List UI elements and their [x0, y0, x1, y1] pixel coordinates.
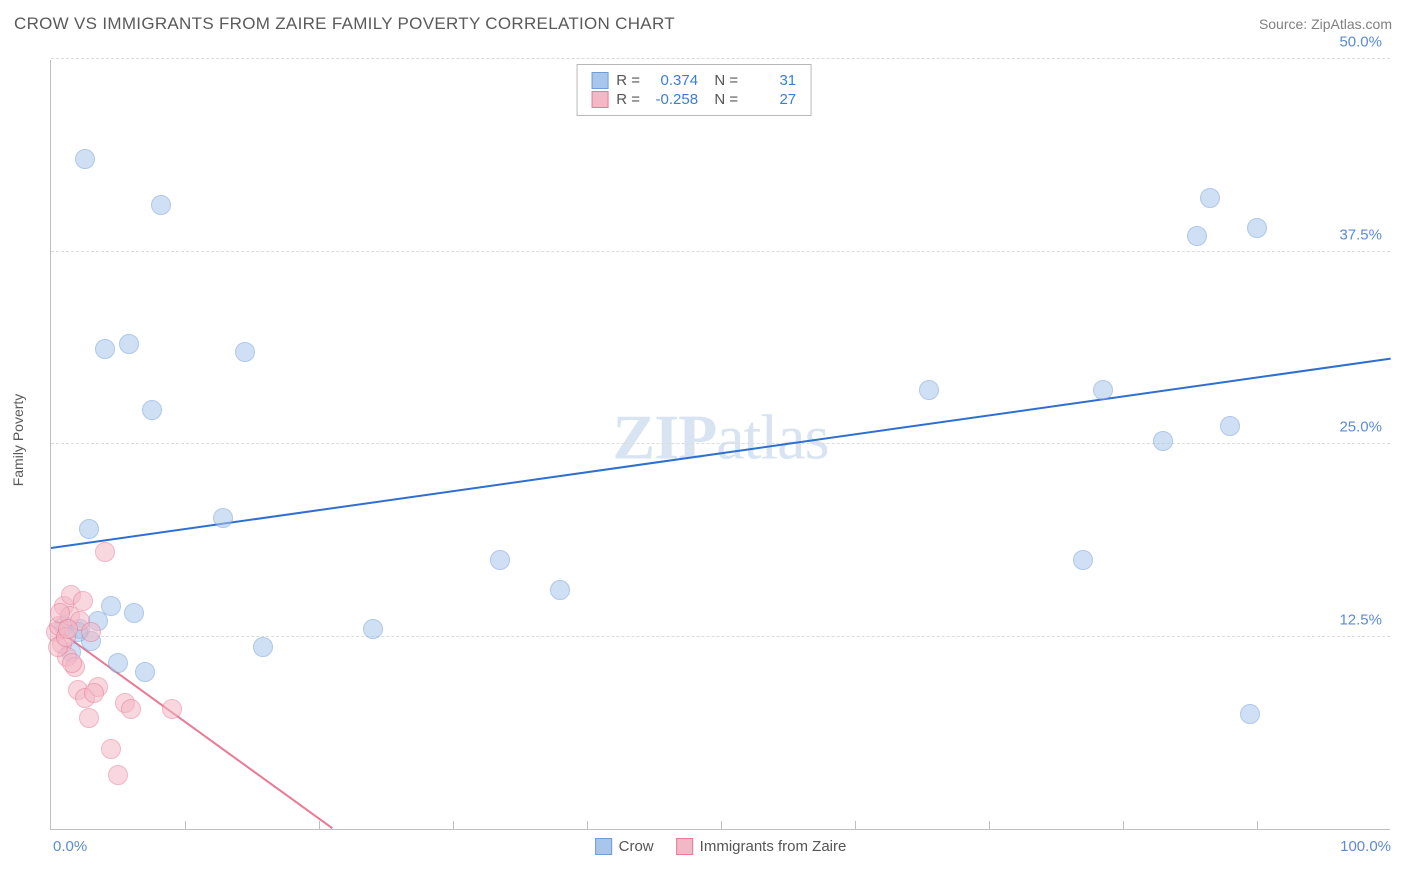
stat-r-label: R = [616, 91, 640, 108]
stats-row-zaire: R = -0.258 N = 27 [591, 90, 796, 109]
data-point [58, 619, 78, 639]
data-point [213, 508, 233, 528]
data-point [1187, 226, 1207, 246]
data-point [363, 619, 383, 639]
data-point [62, 653, 82, 673]
data-point [121, 699, 141, 719]
data-point [95, 542, 115, 562]
data-point [119, 334, 139, 354]
x-minor-tick [453, 821, 454, 829]
data-point [1220, 416, 1240, 436]
data-point [84, 683, 104, 703]
y-tick-label: 12.5% [1332, 611, 1382, 628]
source-attribution: Source: ZipAtlas.com [1259, 16, 1392, 32]
trend-line [51, 357, 1391, 548]
stat-r-value-crow: 0.374 [648, 72, 698, 89]
swatch-crow [591, 72, 608, 89]
stat-n-value-crow: 31 [746, 72, 796, 89]
data-point [124, 603, 144, 623]
data-point [253, 637, 273, 657]
data-point [95, 339, 115, 359]
watermark-atlas: atlas [716, 401, 828, 472]
data-point [1093, 380, 1113, 400]
y-tick-label: 50.0% [1332, 34, 1382, 51]
data-point [1153, 431, 1173, 451]
gridline-h [51, 443, 1390, 444]
stat-n-label: N = [706, 91, 738, 108]
data-point [1200, 188, 1220, 208]
data-point [1247, 218, 1267, 238]
x-minor-tick [185, 821, 186, 829]
gridline-h [51, 251, 1390, 252]
chart-header: CROW VS IMMIGRANTS FROM ZAIRE FAMILY POV… [14, 14, 1392, 34]
x-minor-tick [855, 821, 856, 829]
x-tick-label: 0.0% [53, 838, 87, 855]
stat-n-value-zaire: 27 [746, 91, 796, 108]
x-tick-label: 100.0% [1340, 838, 1391, 855]
data-point [101, 739, 121, 759]
y-tick-label: 25.0% [1332, 419, 1382, 436]
y-tick-label: 37.5% [1332, 226, 1382, 243]
gridline-h [51, 636, 1390, 637]
data-point [108, 765, 128, 785]
x-minor-tick [587, 821, 588, 829]
correlation-stats-box: R = 0.374 N = 31 R = -0.258 N = 27 [576, 64, 811, 116]
legend-swatch-zaire [676, 838, 693, 855]
legend-label-crow: Crow [619, 838, 654, 855]
data-point [235, 342, 255, 362]
data-point [108, 653, 128, 673]
stat-r-label: R = [616, 72, 640, 89]
stat-n-label: N = [706, 72, 738, 89]
x-minor-tick [721, 821, 722, 829]
x-minor-tick [989, 821, 990, 829]
data-point [79, 519, 99, 539]
data-point [75, 149, 95, 169]
data-point [142, 400, 162, 420]
chart-title: CROW VS IMMIGRANTS FROM ZAIRE FAMILY POV… [14, 14, 675, 34]
data-point [162, 699, 182, 719]
legend-label-zaire: Immigrants from Zaire [700, 838, 847, 855]
data-point [135, 662, 155, 682]
data-point [79, 708, 99, 728]
data-point [1073, 550, 1093, 570]
legend-item-zaire: Immigrants from Zaire [676, 838, 847, 855]
data-point [73, 591, 93, 611]
legend: Crow Immigrants from Zaire [595, 838, 847, 855]
gridline-h [51, 58, 1390, 59]
data-point [490, 550, 510, 570]
legend-swatch-crow [595, 838, 612, 855]
data-point [550, 580, 570, 600]
data-point [1240, 704, 1260, 724]
data-point [919, 380, 939, 400]
swatch-zaire [591, 91, 608, 108]
data-point [151, 195, 171, 215]
y-axis-label: Family Poverty [10, 394, 26, 487]
legend-item-crow: Crow [595, 838, 654, 855]
data-point [81, 622, 101, 642]
stats-row-crow: R = 0.374 N = 31 [591, 71, 796, 90]
stat-r-value-zaire: -0.258 [648, 91, 698, 108]
plot-area: ZIPatlas R = 0.374 N = 31 R = -0.258 N =… [50, 60, 1390, 830]
x-minor-tick [319, 821, 320, 829]
x-minor-tick [1257, 821, 1258, 829]
x-minor-tick [1123, 821, 1124, 829]
